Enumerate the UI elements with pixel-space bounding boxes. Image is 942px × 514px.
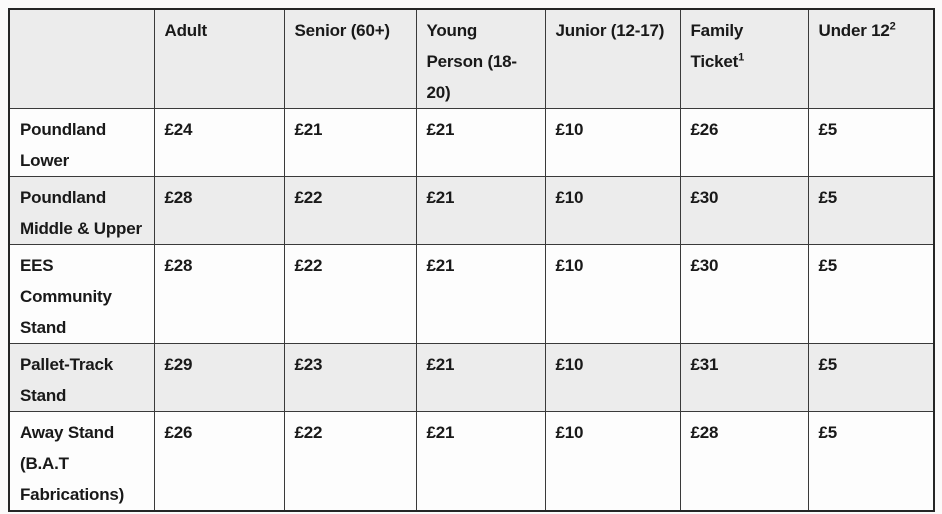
- price-cell: £10: [544, 411, 681, 512]
- header-cell-young-person: Young Person (18-20): [415, 8, 546, 109]
- table-header: Adult Senior (60+) Young Person (18-20) …: [8, 8, 935, 109]
- row-label: Pallet-Track Stand: [8, 343, 155, 412]
- price-cell: £21: [415, 176, 546, 245]
- table-row-away-stand: Away Stand (B.A.T Fabrications) £26 £22 …: [8, 411, 935, 512]
- table-row-poundland-lower: Poundland Lower £24 £21 £21 £10 £26 £5: [8, 108, 935, 177]
- row-label: Poundland Middle & Upper: [8, 176, 155, 245]
- price-cell: £21: [415, 343, 546, 412]
- price-cell: £23: [283, 343, 417, 412]
- price-cell: £28: [679, 411, 809, 512]
- price-cell: £5: [807, 411, 935, 512]
- ticket-pricing-table: Adult Senior (60+) Young Person (18-20) …: [8, 8, 935, 512]
- price-cell: £21: [283, 108, 417, 177]
- price-cell: £10: [544, 176, 681, 245]
- table-row-ees-community-stand: EES Community Stand £28 £22 £21 £10 £30 …: [8, 244, 935, 344]
- price-cell: £29: [153, 343, 285, 412]
- price-cell: £10: [544, 343, 681, 412]
- row-label: EES Community Stand: [8, 244, 155, 344]
- price-cell: £22: [283, 244, 417, 344]
- price-cell: £30: [679, 244, 809, 344]
- price-cell: £5: [807, 108, 935, 177]
- footnote-marker: 1: [738, 51, 745, 64]
- header-cell-family-ticket: Family Ticket1: [679, 8, 809, 109]
- row-label: Poundland Lower: [8, 108, 155, 177]
- table-row-pallet-track-stand: Pallet-Track Stand £29 £23 £21 £10 £31 £…: [8, 343, 935, 412]
- price-cell: £10: [544, 108, 681, 177]
- price-cell: £21: [415, 411, 546, 512]
- price-cell: £26: [679, 108, 809, 177]
- header-label: Junior (12-17): [555, 21, 665, 40]
- header-label: Young Person (18-20): [426, 21, 518, 102]
- price-cell: £10: [544, 244, 681, 344]
- header-label: Family Ticket: [690, 21, 744, 71]
- table-body: Poundland Lower £24 £21 £21 £10 £26 £5 P…: [8, 108, 935, 512]
- footnote-marker: 2: [889, 20, 896, 33]
- header-label: Under 12: [818, 21, 890, 40]
- price-cell: £5: [807, 176, 935, 245]
- price-cell: £28: [153, 244, 285, 344]
- header-cell-under-12: Under 122: [807, 8, 935, 109]
- price-cell: £31: [679, 343, 809, 412]
- row-label: Away Stand (B.A.T Fabrications): [8, 411, 155, 512]
- price-cell: £24: [153, 108, 285, 177]
- header-cell-adult: Adult: [153, 8, 285, 109]
- header-row: Adult Senior (60+) Young Person (18-20) …: [8, 8, 935, 109]
- price-cell: £21: [415, 244, 546, 344]
- price-cell: £22: [283, 411, 417, 512]
- price-cell: £26: [153, 411, 285, 512]
- table-row-poundland-middle-upper: Poundland Middle & Upper £28 £22 £21 £10…: [8, 176, 935, 245]
- header-cell-blank: [8, 8, 155, 109]
- price-cell: £21: [415, 108, 546, 177]
- price-cell: £28: [153, 176, 285, 245]
- price-cell: £30: [679, 176, 809, 245]
- header-label: Adult: [164, 21, 208, 40]
- price-cell: £5: [807, 244, 935, 344]
- header-label: Senior (60+): [294, 21, 391, 40]
- price-cell: £22: [283, 176, 417, 245]
- header-cell-junior: Junior (12-17): [544, 8, 681, 109]
- header-cell-senior: Senior (60+): [283, 8, 417, 109]
- price-cell: £5: [807, 343, 935, 412]
